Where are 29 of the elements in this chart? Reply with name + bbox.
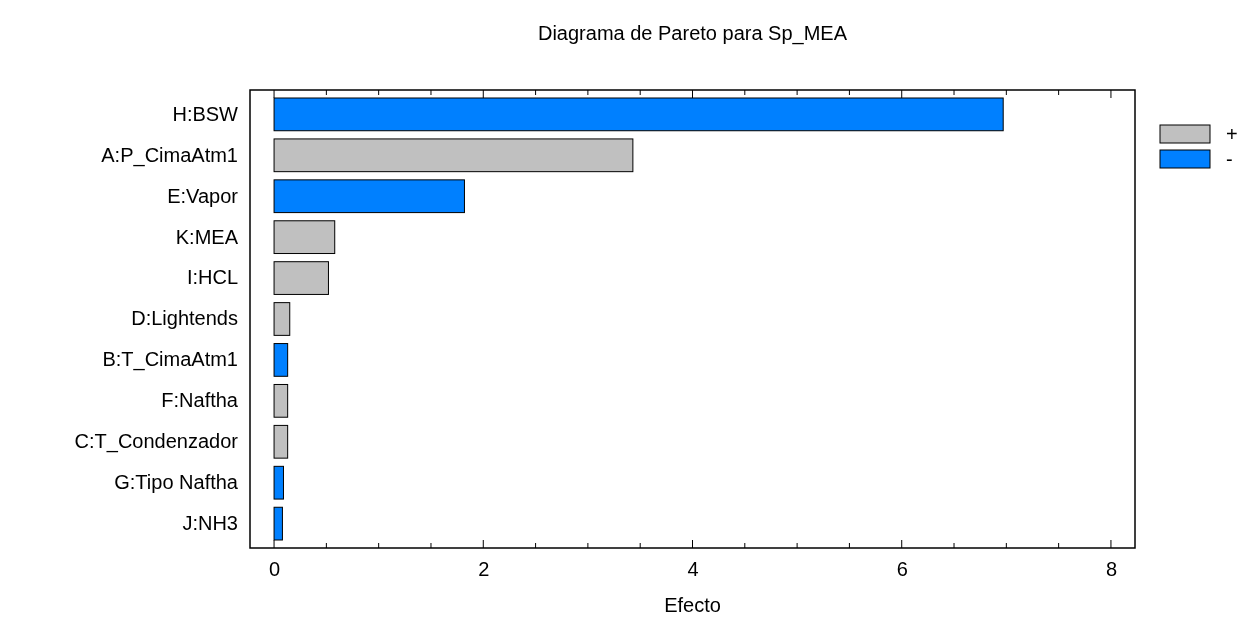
x-tick-label: 0 xyxy=(269,558,281,581)
y-tick-label: H:BSW xyxy=(172,102,239,125)
bar xyxy=(273,220,336,255)
bar xyxy=(273,138,634,173)
y-tick-label: D:Lightends xyxy=(131,307,238,330)
y-tick-label: K:MEA xyxy=(175,225,239,248)
x-tick-label: 2 xyxy=(478,558,490,581)
y-tick-label: B:T_CimaAtm1 xyxy=(102,348,238,372)
bar xyxy=(273,179,465,214)
y-tick-label: A:P_CimaAtm1 xyxy=(101,143,238,167)
bar xyxy=(273,343,289,377)
x-tick-label: 6 xyxy=(896,558,908,581)
y-tick-label: E:Vapor xyxy=(167,184,239,207)
y-tick-label: G:Tipo Naftha xyxy=(114,471,239,494)
y-tick-label: J:NH3 xyxy=(182,512,238,535)
bar xyxy=(273,383,289,418)
y-tick-label: C:T_Condenzador xyxy=(74,430,239,454)
legend-label: + xyxy=(1226,123,1238,145)
bar xyxy=(273,465,284,500)
x-tick-label: 4 xyxy=(687,558,699,581)
bar xyxy=(273,424,289,459)
x-tick-label: 8 xyxy=(1105,558,1117,581)
legend-label: - xyxy=(1226,148,1233,170)
chart-title: Diagrama de Pareto para Sp_MEA xyxy=(537,22,848,45)
x-axis-title: Efecto xyxy=(664,594,721,616)
y-tick-label: F:Naftha xyxy=(161,389,239,412)
bar xyxy=(273,302,291,336)
bar xyxy=(273,261,329,295)
y-tick-label: I:HCL xyxy=(186,266,238,289)
